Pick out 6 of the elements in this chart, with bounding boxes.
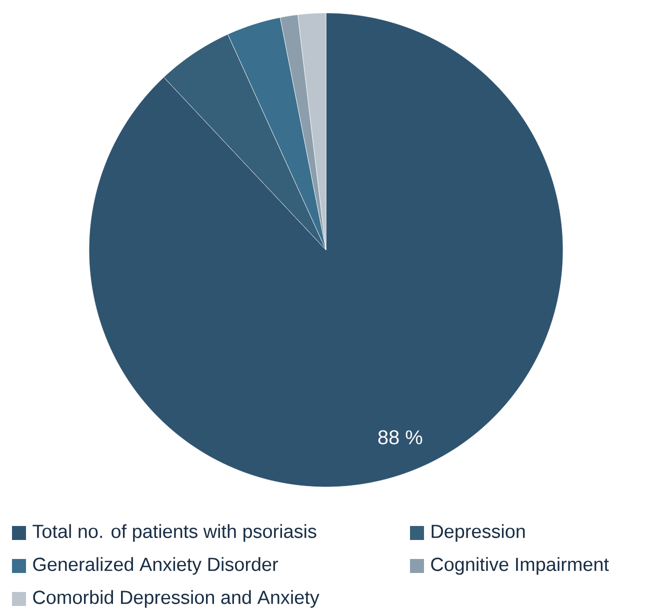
legend-label: Generalized Anxiety Disorder [33,557,278,575]
legend-label: Total no. of patients with psoriasis [32,524,316,542]
legend-label: Cognitive Impairment [431,557,609,575]
legend-label: Depression [432,524,525,542]
legend-label: Comorbid Depression and Anxiety [33,590,320,608]
data-label: 88 % [378,430,422,444]
